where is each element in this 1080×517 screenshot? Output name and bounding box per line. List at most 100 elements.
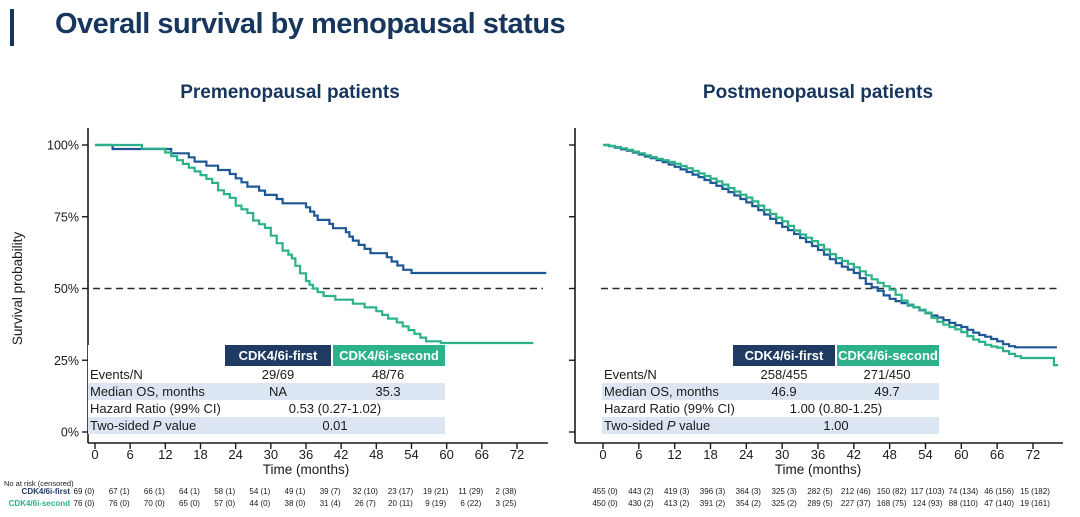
stats-table-postmenopausal: CDK4/6i-first CDK4/6i-second Events/N 258/4… [602, 345, 939, 434]
x-axis-title: Time (months) [775, 462, 862, 477]
risk-count-second: 391 (2) [699, 499, 726, 508]
risk-count-second: 168 (75) [876, 499, 907, 508]
stats-row: Hazard Ratio (99% CI) 0.53 (0.27-1.02) [88, 400, 445, 417]
risk-count-second: 47 (140) [984, 499, 1015, 508]
stats-header-cdk46i-first: CDK4/6i-first [733, 345, 835, 366]
x-tick-label: 18 [193, 447, 207, 462]
x-tick-label: 66 [475, 447, 489, 462]
x-tick-label: 24 [228, 447, 242, 462]
stats-value-span: 0.53 (0.27-1.02) [288, 401, 382, 416]
x-tick-label: 60 [439, 447, 453, 462]
stats-value: 258/455 [760, 367, 808, 382]
stats-value: NA [268, 384, 288, 399]
risk-count-first: 443 (2) [628, 487, 654, 496]
x-tick-label: 36 [299, 447, 313, 462]
risk-count-first: 455 (0) [592, 487, 618, 496]
stats-value-span: 1.00 [823, 418, 849, 433]
risk-count-second: 26 (7) [354, 499, 376, 508]
risk-count-first: 54 (1) [249, 487, 271, 496]
x-tick-label: 48 [882, 447, 896, 462]
risk-count-second: 44 (0) [249, 499, 271, 508]
stats-row: Events/N 29/69 48/76 [88, 366, 445, 383]
risk-count-first: 46 (156) [984, 487, 1015, 496]
risk-count-second: 227 (37) [840, 499, 871, 508]
title-accent-bar [10, 9, 14, 46]
risk-count-first: 23 (17) [387, 487, 414, 496]
x-tick-label: 12 [667, 447, 681, 462]
x-tick-label: 54 [404, 447, 418, 462]
x-tick-label: 54 [918, 447, 932, 462]
x-tick-label: 6 [635, 447, 642, 462]
x-tick-label: 0 [599, 447, 606, 462]
risk-count-second: 354 (2) [735, 499, 761, 508]
x-tick-label: 72 [510, 447, 524, 462]
stats-value: 46.9 [771, 384, 797, 399]
stats-value-span: 0.01 [322, 418, 348, 433]
x-tick-label: 30 [775, 447, 789, 462]
stats-row-label: Two-sided P value [604, 418, 711, 433]
stats-row: Median OS, months NA 35.3 [88, 383, 445, 400]
stats-header-spacer [88, 345, 225, 366]
stats-value: 48/76 [371, 367, 405, 382]
x-tick-label: 36 [811, 447, 825, 462]
km-curve-cdk4-6i-first [603, 143, 1057, 349]
stats-row-label: Events/N [604, 367, 657, 382]
risk-count-first: 49 (1) [284, 487, 306, 496]
x-tick-label: 66 [990, 447, 1004, 462]
risk-count-second: 65 (0) [179, 499, 200, 508]
x-tick-label: 0 [91, 447, 98, 462]
x-tick-label: 48 [369, 447, 383, 462]
risk-count-first: 32 (10) [352, 487, 378, 496]
y-tick-label: 25% [54, 354, 79, 368]
stats-row: Events/N 258/455 271/450 [602, 366, 939, 383]
risk-count-first: 212 (46) [840, 487, 871, 496]
risk-count-second: 450 (0) [592, 499, 618, 508]
km-curve-cdk4-6i-second [95, 143, 534, 345]
risk-count-first: 15 (182) [1020, 487, 1050, 496]
risk-label-cdk46i-first: CDK4/6i-first [21, 487, 70, 496]
stats-value: 35.3 [375, 384, 401, 399]
risk-count-second: 9 (19) [425, 499, 447, 508]
stats-row-label: Events/N [90, 367, 143, 382]
x-tick-label: 12 [158, 447, 172, 462]
y-axis-title: Survival probability [10, 232, 25, 346]
y-tick-label: 100% [47, 139, 79, 153]
risk-count-second: 19 (161) [1020, 499, 1050, 508]
risk-count-second: 88 (110) [948, 499, 978, 508]
risk-count-first: 282 (5) [807, 487, 833, 496]
x-tick-label: 72 [1026, 447, 1040, 462]
risk-count-first: 150 (82) [876, 487, 907, 496]
risk-table-caption: No at risk (censored) [4, 479, 74, 488]
risk-count-second: 124 (93) [912, 499, 943, 508]
risk-count-first: 325 (3) [771, 487, 797, 496]
x-tick-label: 42 [334, 447, 348, 462]
stats-value: 271/450 [863, 367, 911, 382]
risk-count-second: 430 (2) [628, 499, 654, 508]
risk-count-second: 20 (11) [388, 499, 413, 508]
risk-count-second: 31 (4) [319, 499, 341, 508]
stats-table-premenopausal: CDK4/6i-first CDK4/6i-second Events/N 29/69… [88, 345, 445, 434]
risk-count-second: 76 (0) [73, 499, 95, 508]
y-tick-label: 0% [61, 426, 79, 440]
risk-count-second: 38 (0) [284, 499, 306, 508]
x-tick-label: 6 [127, 447, 134, 462]
risk-count-first: 67 (1) [108, 487, 130, 496]
x-tick-label: 24 [739, 447, 753, 462]
y-tick-label: 75% [54, 210, 79, 224]
risk-count-second: 76 (0) [108, 499, 130, 508]
risk-count-second: 3 (25) [495, 499, 517, 508]
km-curve-cdk4-6i-first [95, 143, 547, 275]
risk-count-first: 419 (3) [663, 487, 690, 496]
stats-row: Two-sided P value 0.01 [88, 417, 445, 434]
stats-header-spacer [602, 345, 733, 366]
x-tick-label: 60 [954, 447, 968, 462]
risk-count-second: 6 (22) [460, 499, 482, 508]
risk-count-second: 413 (2) [663, 499, 690, 508]
stats-value: 29/69 [261, 367, 295, 382]
x-tick-label: 30 [264, 447, 278, 462]
risk-label-cdk46i-second: CDK4/6i-second [8, 499, 70, 508]
risk-count-first: 117 (103) [910, 487, 945, 496]
risk-count-second: 289 (5) [807, 499, 833, 508]
